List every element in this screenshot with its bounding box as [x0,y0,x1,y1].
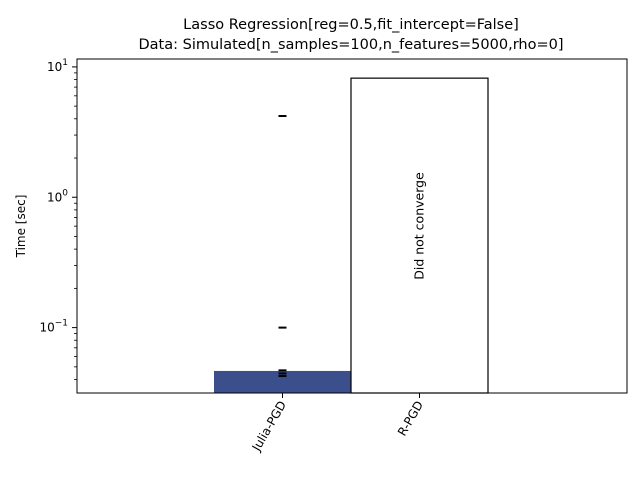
plot-area: Did not converge 10−1 100 101 Julia-PGD R-PGD [39,58,628,455]
chart-subtitle: Data: Simulated[n_samples=100,n_features… [139,37,564,53]
x-tick-label: R-PGD [395,399,426,439]
bar-annotation: Did not converge [412,172,427,280]
y-tick-label: 100 [47,188,68,204]
y-tick-label: 101 [47,58,68,74]
y-tick-label: 10−1 [39,319,68,335]
chart-title: Lasso Regression[reg=0.5,fit_intercept=F… [183,17,519,33]
y-axis-label: Time [sec] [14,195,28,259]
bar-r-pgd [350,77,489,394]
bar-julia-pgd [214,370,351,393]
x-tick-label: Julia-PGD [249,399,289,455]
